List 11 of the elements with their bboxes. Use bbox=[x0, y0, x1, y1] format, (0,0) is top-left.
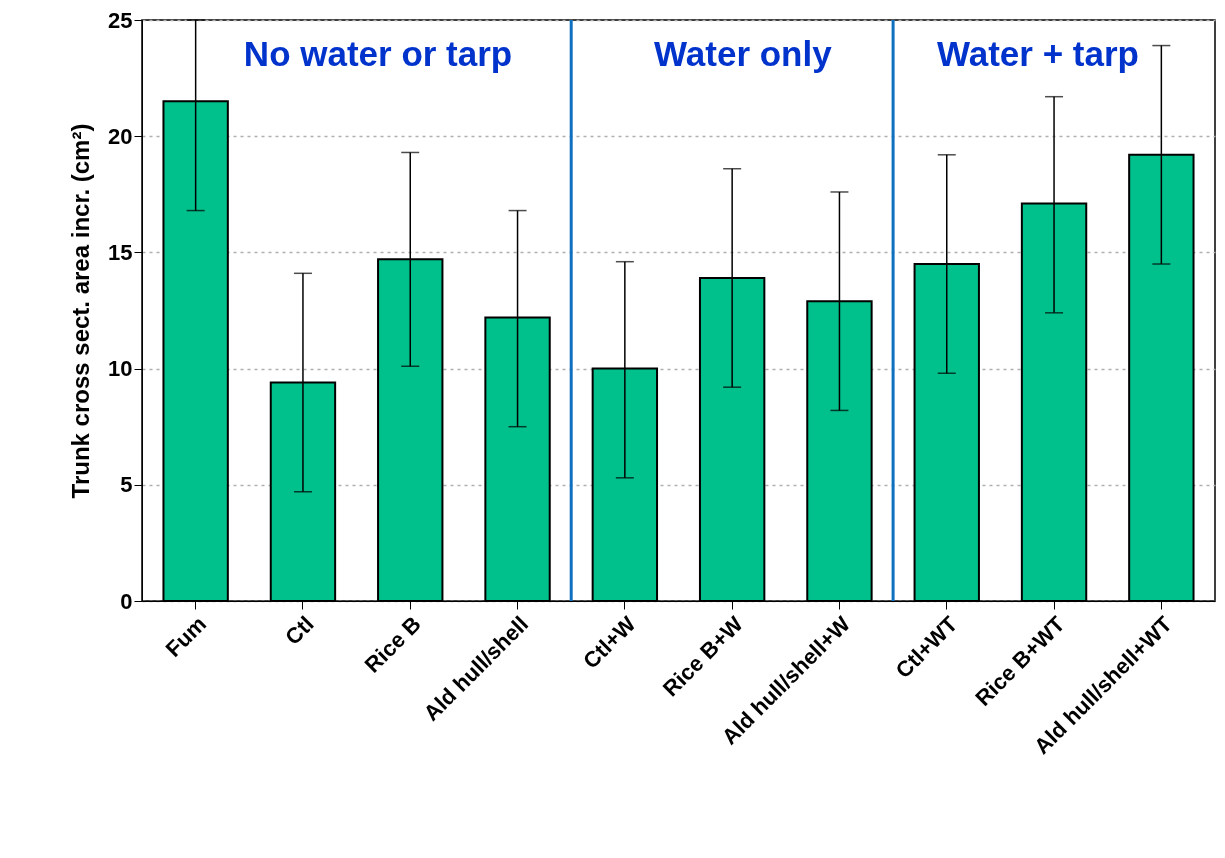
y-tick-label: 20 bbox=[108, 123, 133, 149]
annotation: No water or tarp bbox=[243, 34, 513, 73]
y-tick-label: 10 bbox=[108, 356, 133, 382]
y-tick-label: 5 bbox=[120, 472, 133, 498]
y-tick-label: 25 bbox=[108, 7, 133, 33]
annotation: Water only bbox=[654, 34, 833, 73]
annotation: Water + tarp bbox=[936, 34, 1139, 73]
y-tick-label: 15 bbox=[108, 239, 133, 265]
y-tick-label: 0 bbox=[120, 588, 133, 614]
x-tick-label: Ctl bbox=[280, 611, 319, 650]
y-axis-title: Trunk cross sect. area incr. (cm²) bbox=[67, 123, 95, 499]
